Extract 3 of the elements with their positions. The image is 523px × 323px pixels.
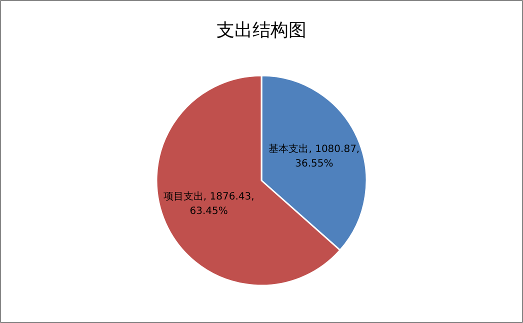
slice-label: 项目支出, 1876.43, 63.45% (163, 190, 254, 217)
chart-title: 支出结构图 (216, 20, 306, 41)
slice-label: 基本支出, 1080.87, 36.55% (268, 143, 360, 170)
